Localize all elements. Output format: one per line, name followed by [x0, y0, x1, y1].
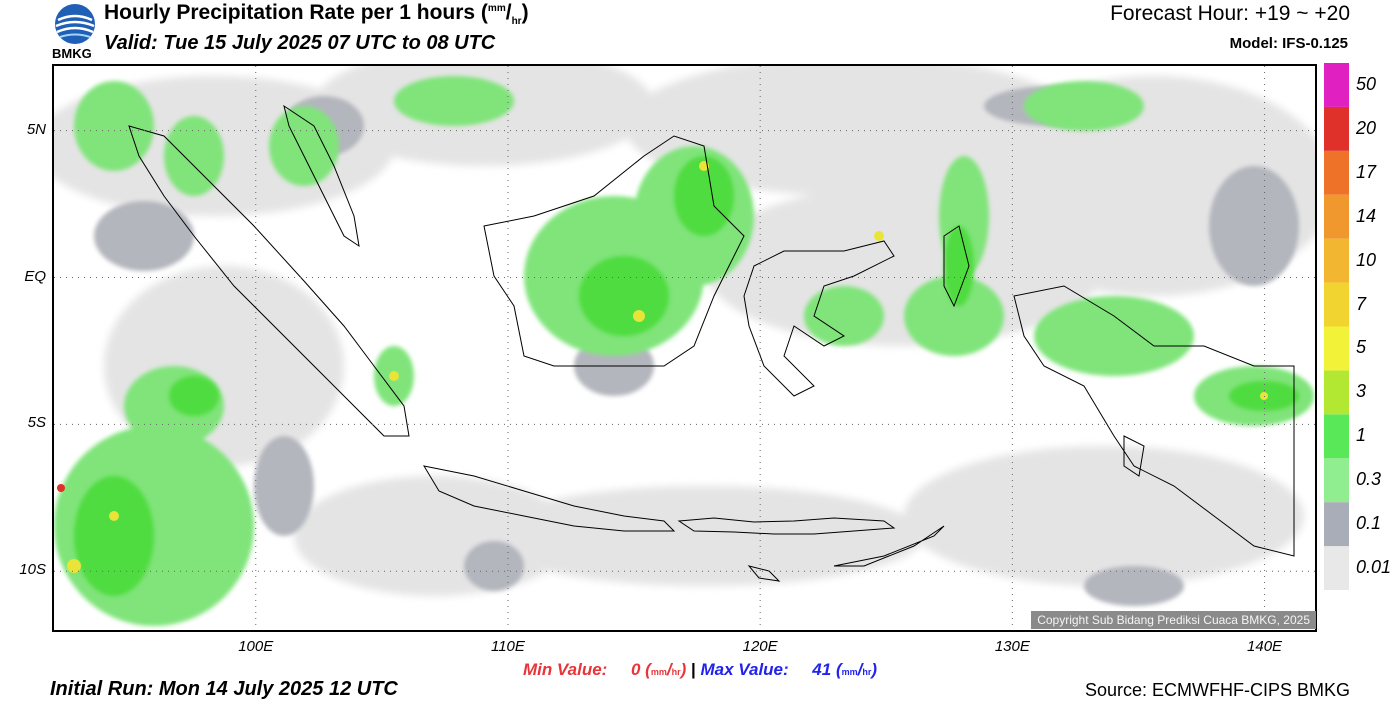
lon-label: 100E: [238, 638, 274, 655]
color-bar-label: 0.1: [1356, 513, 1382, 534]
min-max-separator: |: [690, 660, 696, 679]
bmkg-logo: BMKG: [50, 2, 100, 62]
copyright-text: Copyright Sub Bidang Prediksi Cuaca BMKG…: [1031, 611, 1316, 629]
lon-label: 140E: [1247, 638, 1283, 655]
lat-label: 10S: [19, 561, 46, 579]
color-bar-segment: [1324, 546, 1349, 590]
model-label: Model: IFS-0.125: [1229, 35, 1348, 52]
color-bar-label: 10: [1356, 249, 1377, 270]
color-bar-label: 0.3: [1356, 469, 1382, 490]
lat-label: EQ: [24, 267, 46, 285]
color-bar-label: 1: [1356, 425, 1367, 446]
color-bar-segment: [1324, 238, 1349, 283]
color-bar-segment: [1324, 502, 1349, 547]
color-bar-segment: [1324, 194, 1349, 239]
lat-label: 5N: [26, 120, 46, 138]
color-bar: [1324, 63, 1349, 590]
title-text: Hourly Precipitation Rate per 1 hours: [104, 1, 476, 24]
valid-time: Valid: Tue 15 July 2025 07 UTC to 08 UTC: [104, 32, 496, 54]
max-unit-top: mm: [841, 667, 858, 677]
max-label: Max Value:: [700, 660, 789, 679]
forecast-hour: Forecast Hour: +19 ~ +20: [1110, 2, 1350, 25]
map-canvas: [54, 66, 1315, 630]
max-precip-spot: [57, 484, 65, 492]
max-value: 41: [812, 660, 832, 679]
min-value: 0: [630, 660, 641, 679]
color-bar-label: 14: [1356, 205, 1377, 226]
color-bar-segment: [1324, 282, 1349, 327]
min-unit-top: mm: [650, 667, 667, 677]
max-unit-bottom: hr: [862, 667, 872, 677]
title-unit-top: mm: [487, 3, 506, 14]
color-bar-segment: [1324, 150, 1349, 195]
coastlines: [128, 104, 1295, 582]
color-bar-label: 0.01: [1356, 557, 1392, 578]
color-bar-canvas: [1324, 63, 1349, 590]
color-bar-segment: [1324, 458, 1349, 503]
precipitation-map: [52, 64, 1317, 632]
initial-run: Initial Run: Mon 14 July 2025 12 UTC: [50, 678, 398, 700]
graticule: [54, 66, 1315, 630]
color-bar-label: 5: [1356, 337, 1367, 358]
title-unit-bottom: hr: [511, 16, 522, 28]
lon-label: 110E: [490, 638, 525, 655]
color-bar-label: 3: [1356, 381, 1367, 402]
color-bar-segment: [1324, 414, 1349, 459]
lon-label: 130E: [994, 638, 1030, 655]
min-unit-bottom: hr: [671, 667, 681, 677]
precip-light-field: [54, 66, 1315, 596]
logo-text: BMKG: [52, 46, 92, 61]
color-bar-segment: [1324, 106, 1349, 151]
precip-core-field: [74, 156, 1299, 596]
color-bar-label: 17: [1356, 161, 1377, 182]
lon-label: 120E: [742, 638, 778, 655]
lat-label: 5S: [27, 414, 46, 432]
color-bar-segment: [1324, 63, 1349, 107]
source-text: Source: ECMWFHF-CIPS BMKG: [1084, 680, 1350, 700]
chart-title: Hourly Precipitation Rate per 1 hours (m…: [104, 1, 529, 28]
color-bar-segment: [1324, 370, 1349, 415]
color-bar-label: 50: [1356, 73, 1377, 94]
color-bar-segment: [1324, 326, 1349, 371]
color-bar-label: 20: [1356, 117, 1377, 138]
min-label: Min Value:: [522, 660, 608, 679]
color-bar-label: 7: [1356, 293, 1367, 314]
min-max-line: Min Value: 0 (mm/hr) | Max Value: 41 (mm…: [522, 660, 878, 679]
